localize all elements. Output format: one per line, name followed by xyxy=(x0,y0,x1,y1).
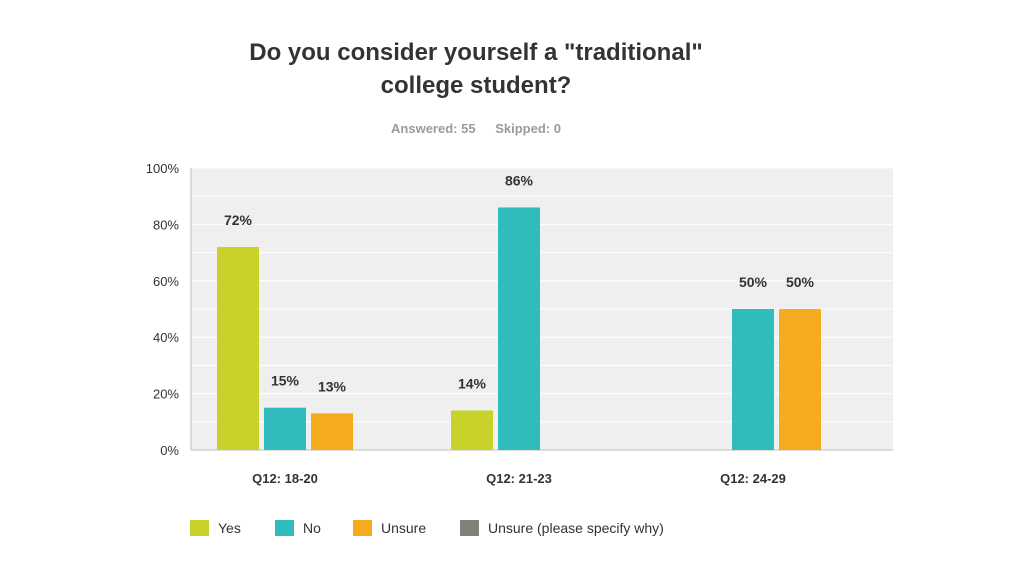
chart-title-line-1: Do you consider yourself a "traditional" xyxy=(249,39,703,66)
legend-swatch xyxy=(353,520,372,536)
bar xyxy=(779,309,821,450)
legend-label: No xyxy=(303,520,321,536)
legend-label: Yes xyxy=(218,520,241,536)
data-label: 50% xyxy=(786,274,815,290)
legend-swatch xyxy=(190,520,209,536)
x-category-label: Q12: 18-20 xyxy=(252,471,318,486)
data-label: 86% xyxy=(505,172,534,188)
legend-swatch xyxy=(460,520,479,536)
chart-title-line-2: college student? xyxy=(380,72,572,99)
bar xyxy=(217,246,259,450)
y-tick-label: 20% xyxy=(153,387,179,402)
bar xyxy=(732,309,774,450)
y-tick-label: 80% xyxy=(153,217,179,232)
answered-count: Answered: 55 xyxy=(391,121,476,136)
bar xyxy=(498,207,540,450)
data-label: 15% xyxy=(271,373,300,389)
x-category-label: Q12: 24-29 xyxy=(720,471,786,486)
legend-swatch xyxy=(275,520,294,536)
x-category-label: Q12: 21-23 xyxy=(486,471,552,486)
response-summary: Answered: 55 Skipped: 0 xyxy=(0,121,952,136)
y-tick-label: 60% xyxy=(153,274,179,289)
bar xyxy=(451,410,493,450)
y-tick-label: 0% xyxy=(160,443,179,458)
bar xyxy=(264,407,306,450)
chart-title: Do you consider yourself a "traditional"… xyxy=(0,36,952,102)
data-label: 14% xyxy=(458,376,487,392)
legend-label: Unsure (please specify why) xyxy=(488,520,664,536)
skipped-count: Skipped: 0 xyxy=(495,121,561,136)
y-tick-label: 100% xyxy=(146,161,180,176)
data-label: 72% xyxy=(224,212,253,228)
data-label: 50% xyxy=(739,274,768,290)
y-tick-label: 40% xyxy=(153,330,179,345)
legend-label: Unsure xyxy=(381,520,426,536)
data-label: 13% xyxy=(318,378,347,394)
bar xyxy=(311,413,353,450)
